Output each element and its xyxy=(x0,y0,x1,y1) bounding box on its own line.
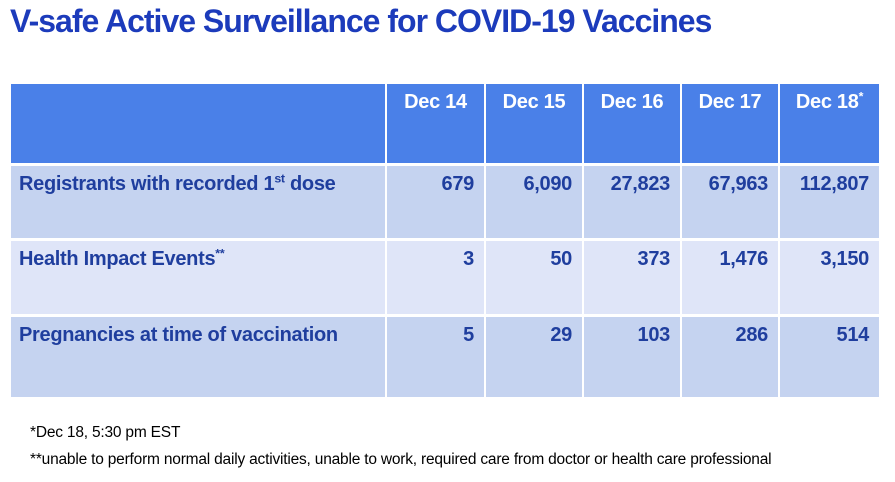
row-label-superscript: ** xyxy=(215,246,225,261)
page-title: V-safe Active Surveillance for COVID-19 … xyxy=(10,3,712,39)
header-label: Dec 17 xyxy=(698,91,762,113)
header-dec18: Dec 18* xyxy=(780,84,879,163)
vsafe-surveillance-table: Dec 14 Dec 15 Dec 16 Dec 17 Dec 18* Regi… xyxy=(11,84,879,397)
row-label-health-impact-events: Health Impact Events** xyxy=(11,241,385,314)
row-label-text: Health Impact Events xyxy=(19,248,216,270)
header-dec15: Dec 15 xyxy=(486,84,582,163)
header-label: Dec 16 xyxy=(600,91,664,113)
table-cell: 67,963 xyxy=(682,166,778,238)
table-cell: 5 xyxy=(387,317,484,397)
row-label-text: Registrants with recorded 1 xyxy=(19,173,275,195)
row-label-registrants: Registrants with recorded 1st dose xyxy=(11,166,385,238)
header-dec16: Dec 16 xyxy=(584,84,680,163)
table-cell: 29 xyxy=(486,317,582,397)
header-label: Dec 14 xyxy=(404,91,467,113)
table-cell: 3 xyxy=(387,241,484,314)
footnote-timestamp: *Dec 18, 5:30 pm EST xyxy=(30,424,181,441)
header-label: Dec 15 xyxy=(502,91,566,113)
header-label: Dec 18 xyxy=(795,91,859,113)
table-cell: 679 xyxy=(387,166,484,238)
table-cell: 514 xyxy=(780,317,879,397)
header-footnote-marker: * xyxy=(858,89,864,104)
footnotes: *Dec 18, 5:30 pm EST **unable to perform… xyxy=(30,419,772,473)
row-label-superscript: st xyxy=(274,171,285,186)
table-cell: 27,823 xyxy=(584,166,680,238)
header-dec17: Dec 17 xyxy=(682,84,778,163)
table-cell: 103 xyxy=(584,317,680,397)
footnote-health-impact-definition: **unable to perform normal daily activit… xyxy=(30,451,772,468)
row-label-text: Pregnancies at time of vaccination xyxy=(19,324,338,346)
table-cell: 3,150 xyxy=(780,241,879,314)
table-cell: 286 xyxy=(682,317,778,397)
table-cell: 6,090 xyxy=(486,166,582,238)
table-cell: 50 xyxy=(486,241,582,314)
header-dec14: Dec 14 xyxy=(387,84,484,163)
table-cell: 1,476 xyxy=(682,241,778,314)
header-empty-cell xyxy=(11,84,385,163)
row-label-suffix: dose xyxy=(284,173,336,195)
table-cell: 373 xyxy=(584,241,680,314)
row-label-pregnancies: Pregnancies at time of vaccination xyxy=(11,317,385,397)
table-cell: 112,807 xyxy=(780,166,879,238)
